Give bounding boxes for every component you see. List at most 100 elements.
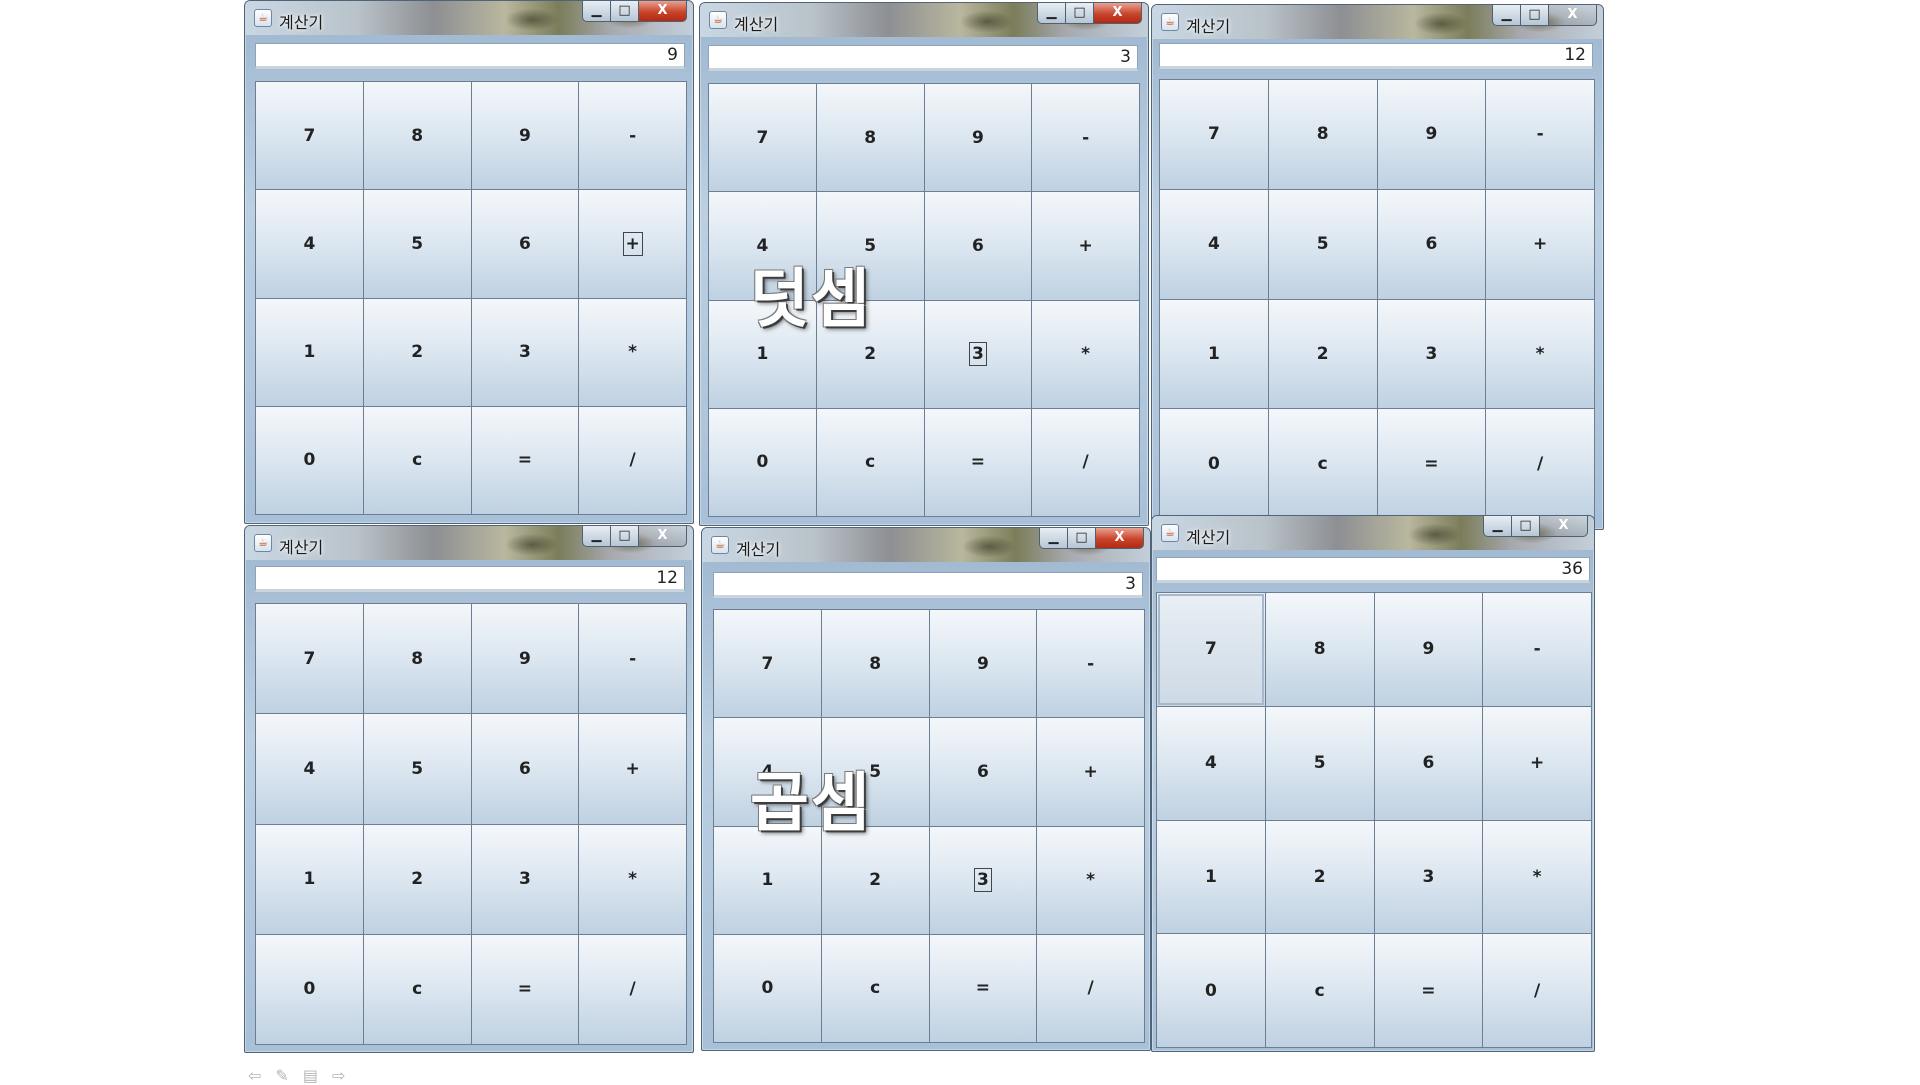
key-9[interactable]: 9: [471, 604, 579, 714]
key-1[interactable]: 1: [256, 824, 363, 934]
close-button[interactable]: X: [639, 1, 687, 22]
key-multiply[interactable]: *: [579, 824, 686, 934]
key-3[interactable]: 3: [929, 826, 1037, 934]
close-button[interactable]: X: [1096, 528, 1144, 549]
key-plus[interactable]: +: [1032, 192, 1139, 300]
key-4[interactable]: 4: [714, 718, 821, 826]
key-2[interactable]: 2: [821, 826, 929, 934]
key-2[interactable]: 2: [816, 300, 924, 408]
title-bar[interactable]: ☕ 계산기 ▁ □ X: [700, 3, 1148, 37]
key-equals[interactable]: =: [1374, 934, 1483, 1047]
key-6[interactable]: 6: [924, 192, 1032, 300]
pen-icon[interactable]: ✎: [275, 1066, 289, 1085]
key-equals[interactable]: =: [929, 934, 1037, 1042]
key-5[interactable]: 5: [363, 714, 471, 824]
key-multiply[interactable]: *: [1483, 820, 1591, 934]
key-divide[interactable]: /: [1032, 408, 1139, 516]
title-bar[interactable]: ☕ 계산기 ▁ □ X: [245, 1, 693, 35]
key-clear[interactable]: c: [816, 408, 924, 516]
key-0[interactable]: 0: [1160, 409, 1268, 518]
result-display[interactable]: 12: [1159, 43, 1593, 69]
menu-icon[interactable]: ▤: [302, 1066, 318, 1085]
minimize-button[interactable]: ▁: [1037, 3, 1066, 24]
key-5[interactable]: 5: [363, 190, 471, 298]
key-8[interactable]: 8: [821, 610, 929, 718]
key-0[interactable]: 0: [1157, 934, 1265, 1047]
key-minus[interactable]: -: [1032, 84, 1139, 192]
key-0[interactable]: 0: [709, 408, 816, 516]
key-8[interactable]: 8: [363, 604, 471, 714]
key-clear[interactable]: c: [363, 934, 471, 1044]
maximize-button[interactable]: □: [1066, 3, 1094, 24]
result-display[interactable]: 9: [255, 43, 685, 69]
key-2[interactable]: 2: [1268, 299, 1377, 409]
key-divide[interactable]: /: [1483, 934, 1591, 1047]
key-3[interactable]: 3: [471, 298, 579, 406]
key-plus[interactable]: +: [579, 714, 686, 824]
key-multiply[interactable]: *: [1037, 826, 1144, 934]
minimize-button[interactable]: ▁: [582, 526, 611, 547]
minimize-button[interactable]: ▁: [1492, 5, 1521, 26]
key-5[interactable]: 5: [1265, 706, 1374, 820]
key-5[interactable]: 5: [821, 718, 929, 826]
minimize-button[interactable]: ▁: [1039, 528, 1068, 549]
key-8[interactable]: 8: [816, 84, 924, 192]
result-display[interactable]: 3: [708, 45, 1138, 71]
maximize-button[interactable]: □: [611, 1, 639, 22]
key-7[interactable]: 7: [256, 82, 363, 190]
key-divide[interactable]: /: [1486, 409, 1594, 518]
key-equals[interactable]: =: [471, 934, 579, 1044]
key-4[interactable]: 4: [1157, 706, 1265, 820]
key-multiply[interactable]: *: [1486, 299, 1594, 409]
key-plus[interactable]: +: [579, 190, 686, 298]
key-plus[interactable]: +: [1037, 718, 1144, 826]
key-divide[interactable]: /: [1037, 934, 1144, 1042]
close-button[interactable]: X: [1549, 5, 1597, 26]
key-0[interactable]: 0: [256, 934, 363, 1044]
key-7[interactable]: 7: [714, 610, 821, 718]
key-2[interactable]: 2: [1265, 820, 1374, 934]
maximize-button[interactable]: □: [1512, 516, 1540, 537]
key-2[interactable]: 2: [363, 824, 471, 934]
key-9[interactable]: 9: [1377, 80, 1486, 189]
key-multiply[interactable]: *: [1032, 300, 1139, 408]
key-6[interactable]: 6: [929, 718, 1037, 826]
key-minus[interactable]: -: [1483, 593, 1591, 706]
key-6[interactable]: 6: [471, 714, 579, 824]
key-3[interactable]: 3: [1374, 820, 1483, 934]
key-7[interactable]: 7: [709, 84, 816, 192]
title-bar[interactable]: ☕ 계산기 ▁ □ X: [702, 528, 1150, 562]
key-3[interactable]: 3: [1377, 299, 1486, 409]
key-minus[interactable]: -: [1486, 80, 1594, 189]
maximize-button[interactable]: □: [1068, 528, 1096, 549]
result-display[interactable]: 36: [1156, 557, 1590, 583]
key-4[interactable]: 4: [709, 192, 816, 300]
result-display[interactable]: 3: [713, 572, 1143, 598]
key-plus[interactable]: +: [1483, 706, 1591, 820]
key-8[interactable]: 8: [1268, 80, 1377, 189]
back-arrow-icon[interactable]: ⇦: [248, 1066, 262, 1085]
maximize-button[interactable]: □: [1521, 5, 1549, 26]
title-bar[interactable]: ☕ 계산기 ▁ □ X: [245, 526, 693, 560]
maximize-button[interactable]: □: [611, 526, 639, 547]
key-8[interactable]: 8: [1265, 593, 1374, 706]
key-clear[interactable]: c: [1265, 934, 1374, 1047]
key-5[interactable]: 5: [1268, 189, 1377, 299]
key-6[interactable]: 6: [471, 190, 579, 298]
key-0[interactable]: 0: [256, 406, 363, 514]
key-1[interactable]: 1: [709, 300, 816, 408]
key-minus[interactable]: -: [1037, 610, 1144, 718]
key-minus[interactable]: -: [579, 604, 686, 714]
forward-arrow-icon[interactable]: ⇨: [331, 1066, 346, 1085]
minimize-button[interactable]: ▁: [582, 1, 611, 22]
key-3[interactable]: 3: [924, 300, 1032, 408]
key-8[interactable]: 8: [363, 82, 471, 190]
close-button[interactable]: X: [639, 526, 687, 547]
key-equals[interactable]: =: [924, 408, 1032, 516]
key-4[interactable]: 4: [1160, 189, 1268, 299]
title-bar[interactable]: ☕ 계산기 ▁ □ X: [1152, 5, 1603, 39]
minimize-button[interactable]: ▁: [1483, 516, 1512, 537]
key-2[interactable]: 2: [363, 298, 471, 406]
key-7[interactable]: 7: [1157, 593, 1265, 706]
key-divide[interactable]: /: [579, 934, 686, 1044]
